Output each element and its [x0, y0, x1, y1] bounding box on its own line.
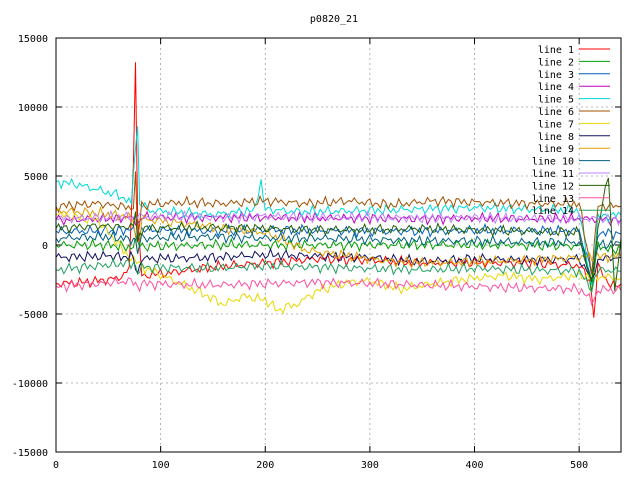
- legend-label: line 11: [532, 169, 574, 180]
- legend-label: line 14: [532, 206, 574, 217]
- plot-area: [55, 62, 622, 318]
- series-line-12: [55, 177, 622, 292]
- x-tick-label: 300: [361, 460, 379, 471]
- series-line-7: [55, 211, 622, 315]
- legend-label: line 2: [538, 57, 574, 68]
- series-line-13: [55, 277, 622, 307]
- series-line-4: [55, 210, 622, 227]
- grid-lines: [56, 38, 621, 452]
- y-tick-label: 5000: [24, 172, 48, 183]
- x-tick-label: 0: [53, 460, 59, 471]
- x-tick-label: 500: [570, 460, 588, 471]
- legend-label: line 13: [532, 194, 574, 205]
- series-line-14: [55, 257, 622, 293]
- y-tick-label: 15000: [18, 34, 48, 45]
- y-tick-label: -10000: [12, 379, 48, 390]
- series-line-10: [55, 229, 622, 283]
- y-tick-label: 0: [42, 241, 48, 252]
- x-tick-label: 200: [256, 460, 274, 471]
- y-tick-label: -15000: [12, 448, 48, 459]
- chart-title: p0820_21: [310, 14, 358, 25]
- y-tick-label: -5000: [18, 310, 48, 321]
- legend-label: line 6: [538, 107, 574, 118]
- legend-label: line 9: [538, 144, 574, 155]
- legend-label: line 1: [538, 45, 574, 56]
- legend-label: line 12: [532, 181, 574, 192]
- legend-label: line 10: [532, 157, 574, 168]
- legend-label: line 5: [538, 95, 574, 106]
- x-tick-label: 100: [152, 460, 170, 471]
- series-line-9: [55, 205, 622, 269]
- plot-frame: [55, 37, 622, 453]
- legend-label: line 8: [538, 132, 574, 143]
- x-tick-label: 400: [465, 460, 483, 471]
- legend-label: line 7: [538, 119, 574, 130]
- series-line-6: [55, 171, 622, 275]
- series-line-2: [55, 234, 622, 293]
- legend-label: line 4: [538, 82, 574, 93]
- series-line-1: [55, 62, 622, 318]
- y-tick-label: 10000: [18, 103, 48, 114]
- series-line-11: [55, 209, 622, 227]
- series-line-8: [55, 247, 622, 280]
- legend-label: line 3: [538, 70, 574, 81]
